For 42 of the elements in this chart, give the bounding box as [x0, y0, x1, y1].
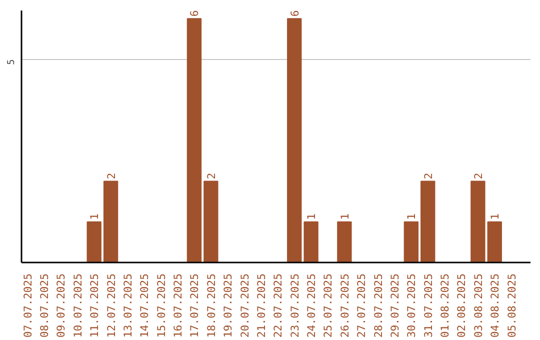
data-label: 1 [305, 213, 318, 220]
x-tick-label: 27.07.2025 [355, 274, 368, 338]
x-tick-label: 31.07.2025 [422, 274, 435, 338]
x-tick-label: 01.08.2025 [438, 274, 452, 338]
x-tick-label: 14.07.2025 [138, 274, 152, 338]
x-tick-label: 19.07.2025 [222, 274, 235, 338]
x-tick-label: 23.07.2025 [288, 274, 302, 338]
x-tick-label: 03.08.2025 [472, 274, 485, 338]
data-label: 1 [488, 213, 502, 220]
x-tick-label: 24.07.2025 [305, 274, 318, 338]
x-tick-label: 11.07.2025 [88, 274, 102, 338]
x-tick-label: 22.07.2025 [272, 274, 285, 338]
data-label: 6 [288, 10, 302, 17]
x-tick-label: 26.07.2025 [338, 274, 352, 338]
x-tick-label: 28.07.2025 [372, 274, 385, 338]
x-tick-label: 10.07.2025 [71, 274, 84, 338]
x-tick-label: 09.07.2025 [54, 274, 68, 338]
x-tick-label: 07.07.2025 [21, 274, 34, 338]
x-tick-label: 25.07.2025 [322, 274, 335, 338]
data-label: 6 [188, 10, 202, 17]
x-tick-label: 13.07.2025 [121, 274, 134, 338]
x-tick-label: 30.07.2025 [405, 274, 418, 338]
x-tick-label: 15.07.2025 [154, 274, 168, 338]
data-label: 2 [422, 172, 435, 180]
data-label: 1 [405, 213, 418, 220]
data-label: 2 [104, 172, 118, 180]
x-tick-label: 12.07.2025 [104, 274, 118, 338]
x-tick-label: 16.07.2025 [172, 274, 185, 338]
x-tick-label: 08.07.2025 [38, 274, 52, 338]
data-label: 2 [472, 172, 485, 180]
x-tick-label: 02.08.2025 [455, 274, 468, 338]
x-tick-label: 18.07.2025 [204, 274, 218, 338]
x-tick-label: 20.07.2025 [238, 274, 252, 338]
x-tick-label: 04.08.2025 [488, 274, 502, 338]
data-label: 1 [88, 213, 102, 220]
data-label: 2 [204, 172, 218, 180]
x-tick-label: 29.07.2025 [388, 274, 402, 338]
y-tick-label: 5 [6, 59, 17, 65]
x-tick-label: 21.07.2025 [254, 274, 268, 338]
data-label: 1 [338, 213, 352, 220]
x-tick-label: 17.07.2025 [188, 274, 202, 338]
x-tick-label: 05.08.2025 [505, 274, 518, 338]
